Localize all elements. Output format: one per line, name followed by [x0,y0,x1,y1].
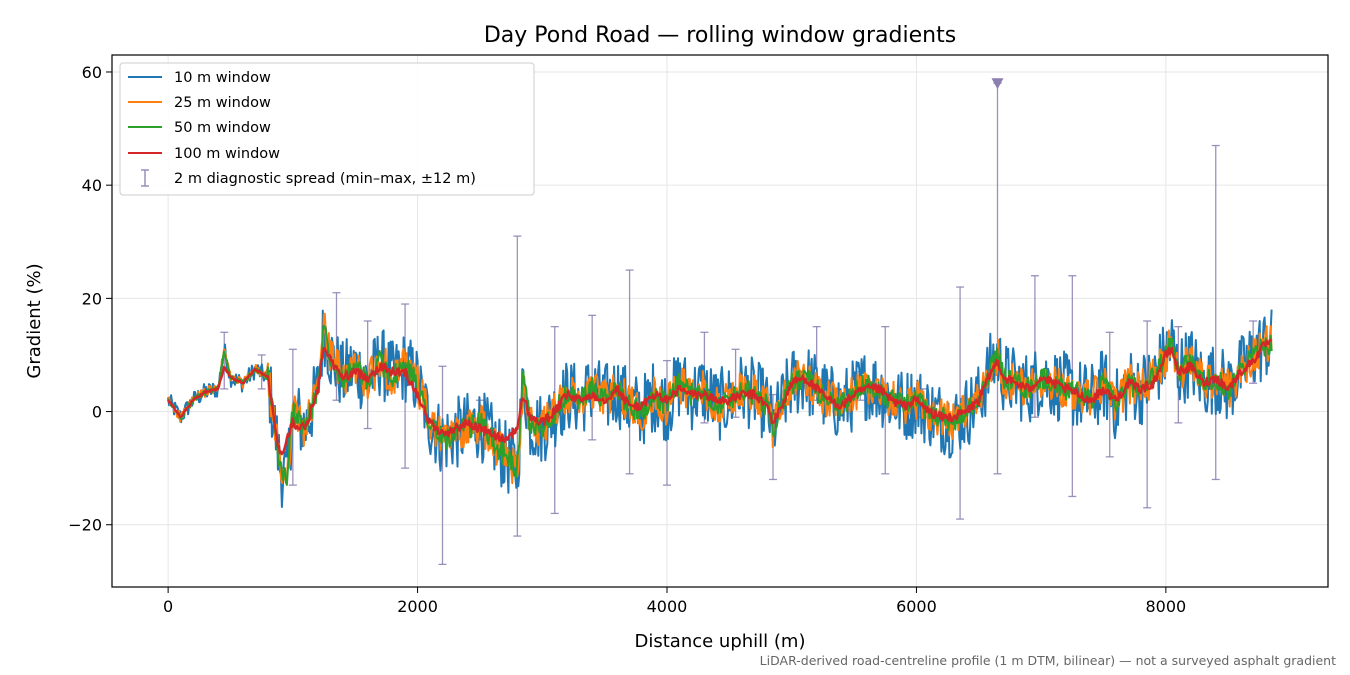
footnote: LiDAR-derived road-centreline profile (1… [760,653,1336,668]
plot-frame [111,54,1329,588]
x-tick-label: 8000 [1146,597,1187,616]
outlier-marker [991,78,1004,90]
x-tick-label: 0 [163,597,173,616]
legend-label-errorbar: 2 m diagnostic spread (min–max, ±12 m) [174,171,476,187]
y-tick-label: 40 [82,176,102,195]
series-line-100-m-window [166,338,1273,456]
chart-title: Day Pond Road — rolling window gradients [484,23,956,48]
x-tick-label: 4000 [647,597,688,616]
series-line-10-m-window [167,309,1273,508]
errorbar [625,269,634,475]
y-tick-label: 20 [82,289,102,308]
y-tick-label: 60 [82,63,102,82]
legend-label-50m: 50 m window [174,120,271,136]
errorbar [513,235,522,537]
errorbar [220,331,229,390]
errorbar [1143,320,1152,509]
axis-ticks: 0 2000 4000 6000 8000 −20 0 20 40 60 [68,63,1186,616]
series-line-25-m-window [167,312,1273,485]
errorbar [993,82,1002,475]
y-axis-label: Gradient (%) [24,263,45,378]
errorbar [1030,275,1039,418]
y-tick-label: 0 [92,403,102,422]
legend-box [119,62,535,196]
x-tick-label: 2000 [397,597,438,616]
legend-swatch-errorbar [141,169,149,187]
y-tick-label: −20 [68,516,102,535]
errorbar [1211,144,1220,481]
errorbar [438,365,447,566]
x-tick-label: 6000 [896,597,937,616]
series-lines [166,309,1273,508]
legend: 10 m window 25 m window 50 m window 100 … [119,62,535,196]
legend-label-100m: 100 m window [174,146,280,162]
diagnostic-spread-errorbars [220,78,1258,566]
legend-label-25m: 25 m window [174,95,271,111]
errorbar [956,286,965,520]
legend-label-10m: 10 m window [174,70,271,86]
x-axis-label: Distance uphill (m) [635,631,806,652]
